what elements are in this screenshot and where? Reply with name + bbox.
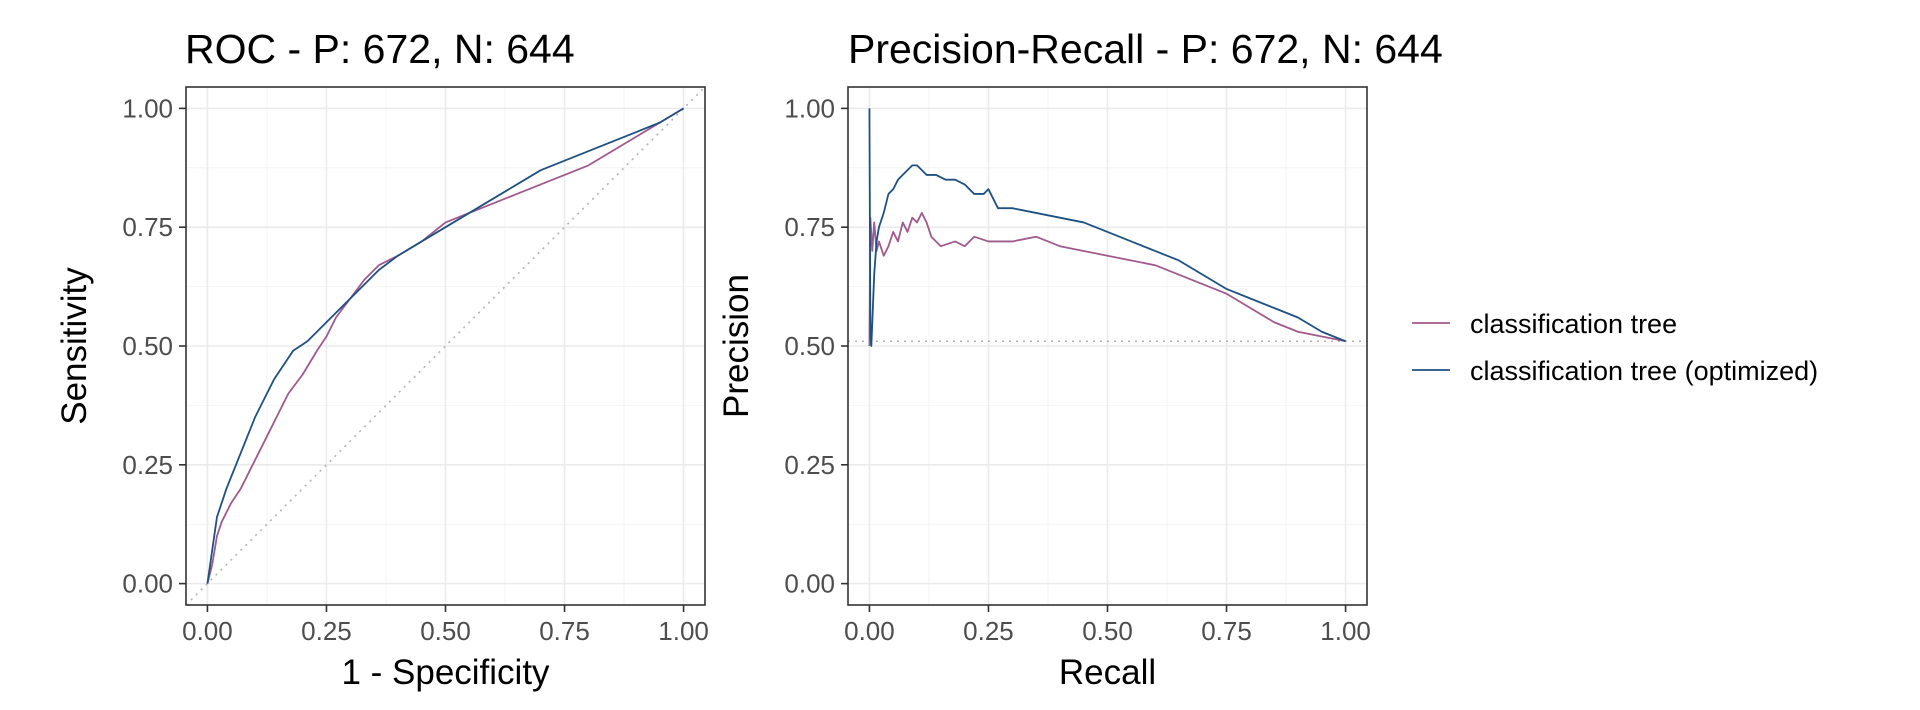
legend: classification tree classification tree …: [1412, 309, 1818, 386]
pr-y-tick-label: 1.00: [784, 93, 835, 123]
pr-y-tick-label: 0.25: [784, 450, 835, 480]
roc-title: ROC - P: 672, N: 644: [185, 26, 575, 72]
pr-y-tick-label: 0.00: [784, 569, 835, 599]
roc-y-tick-label: 0.25: [122, 450, 173, 480]
roc-x-tick-label: 0.50: [420, 616, 471, 646]
roc-x-tick-label: 1.00: [658, 616, 709, 646]
roc-x-axis-title: 1 - Specificity: [341, 653, 550, 692]
legend-label-classification-tree: classification tree: [1470, 309, 1677, 339]
pr-panel: Precision-Recall - P: 672, N: 644 0.00 0.…: [717, 26, 1443, 692]
pr-title: Precision-Recall - P: 672, N: 644: [848, 26, 1443, 72]
pr-y-tick-label: 0.75: [784, 212, 835, 242]
roc-x-tick-label: 0.25: [301, 616, 352, 646]
roc-x-tick-label: 0.75: [539, 616, 590, 646]
pr-series-classification-tree-optimized: [868, 108, 1346, 347]
pr-x-tick-label: 0.75: [1201, 616, 1252, 646]
pr-y-tick-label: 0.50: [784, 331, 835, 361]
pr-x-axis-title: Recall: [1059, 653, 1156, 692]
roc-x-tick-label: 0.00: [182, 616, 233, 646]
roc-y-axis-title: Sensitivity: [55, 267, 94, 425]
pr-x-tick-label: 0.50: [1082, 616, 1133, 646]
roc-panel: ROC - P: 672, N: 644 0.00 0.00 0.25 0.25 0.5…: [55, 26, 709, 692]
roc-y-tick-label: 0.75: [122, 212, 173, 242]
pr-x-tick-label: 0.25: [963, 616, 1014, 646]
roc-series-classification-tree-optimized: [206, 107, 685, 584]
pr-y-axis-title: Precision: [717, 274, 756, 418]
legend-label-classification-tree-optimized: classification tree (optimized): [1470, 356, 1818, 386]
pr-x-tick-label: 1.00: [1320, 616, 1371, 646]
roc-y-tick-label: 0.50: [122, 331, 173, 361]
roc-y-tick-label: 0.00: [122, 569, 173, 599]
pr-x-tick-label: 0.00: [844, 616, 895, 646]
roc-y-tick-label: 1.00: [122, 93, 173, 123]
pr-series-classification-tree: [868, 212, 1346, 347]
